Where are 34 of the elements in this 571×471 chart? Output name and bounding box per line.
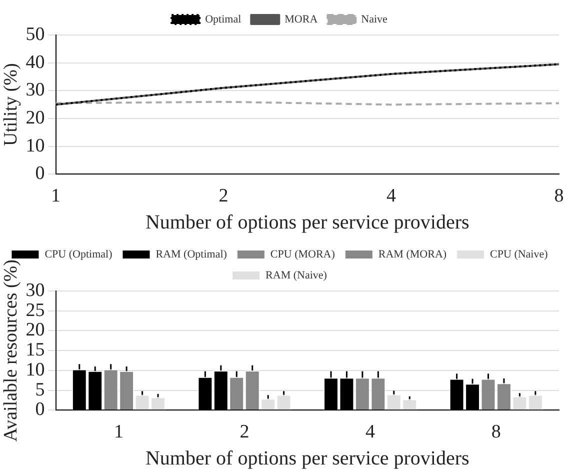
legend-label: CPU (Naive) — [490, 248, 548, 260]
y-tick-label: 25 — [26, 300, 45, 321]
y-tick-label: 5 — [35, 379, 45, 400]
y-tick-label: 40 — [26, 52, 45, 73]
legend-label: CPU (Optimal) — [44, 248, 113, 260]
legend-label: RAM (MORA) — [378, 248, 447, 260]
x-tick-label: 8 — [554, 186, 564, 207]
y-tick-label: 20 — [26, 320, 45, 341]
x-tick-label: 2 — [218, 186, 228, 207]
x-tick-label: 1 — [114, 422, 124, 443]
legend-label: CPU (MORA) — [270, 248, 336, 260]
y-tick-label: 15 — [26, 340, 45, 361]
x-tick-label: 4 — [386, 186, 397, 207]
y-tick-label: 10 — [26, 359, 45, 380]
x-tick-label: 2 — [240, 422, 250, 443]
y-axis-title: Utility (%) — [0, 63, 22, 146]
x-tick-label: 1 — [51, 186, 61, 207]
legend-label: MORA — [284, 13, 318, 26]
legend-label: RAM (Optimal) — [156, 248, 228, 260]
y-tick-label: 20 — [26, 108, 45, 129]
y-tick-label: 10 — [26, 135, 45, 156]
y-axis-title: Available resources (%) — [0, 260, 22, 442]
y-tick-label: 0 — [35, 163, 45, 184]
x-tick-label: 8 — [491, 422, 501, 443]
x-axis-title: Number of options per service providers — [145, 447, 470, 470]
y-tick-label: 30 — [26, 280, 45, 301]
y-tick-label: 50 — [26, 24, 45, 45]
legend-label: Optimal — [205, 13, 242, 26]
x-tick-label: 4 — [366, 422, 376, 443]
y-tick-label: 0 — [35, 399, 45, 420]
legend-label: RAM (Naive) — [266, 269, 328, 282]
x-axis-title: Number of options per service providers — [145, 211, 470, 234]
y-tick-label: 30 — [26, 80, 45, 101]
legend-label: Naive — [361, 13, 388, 26]
